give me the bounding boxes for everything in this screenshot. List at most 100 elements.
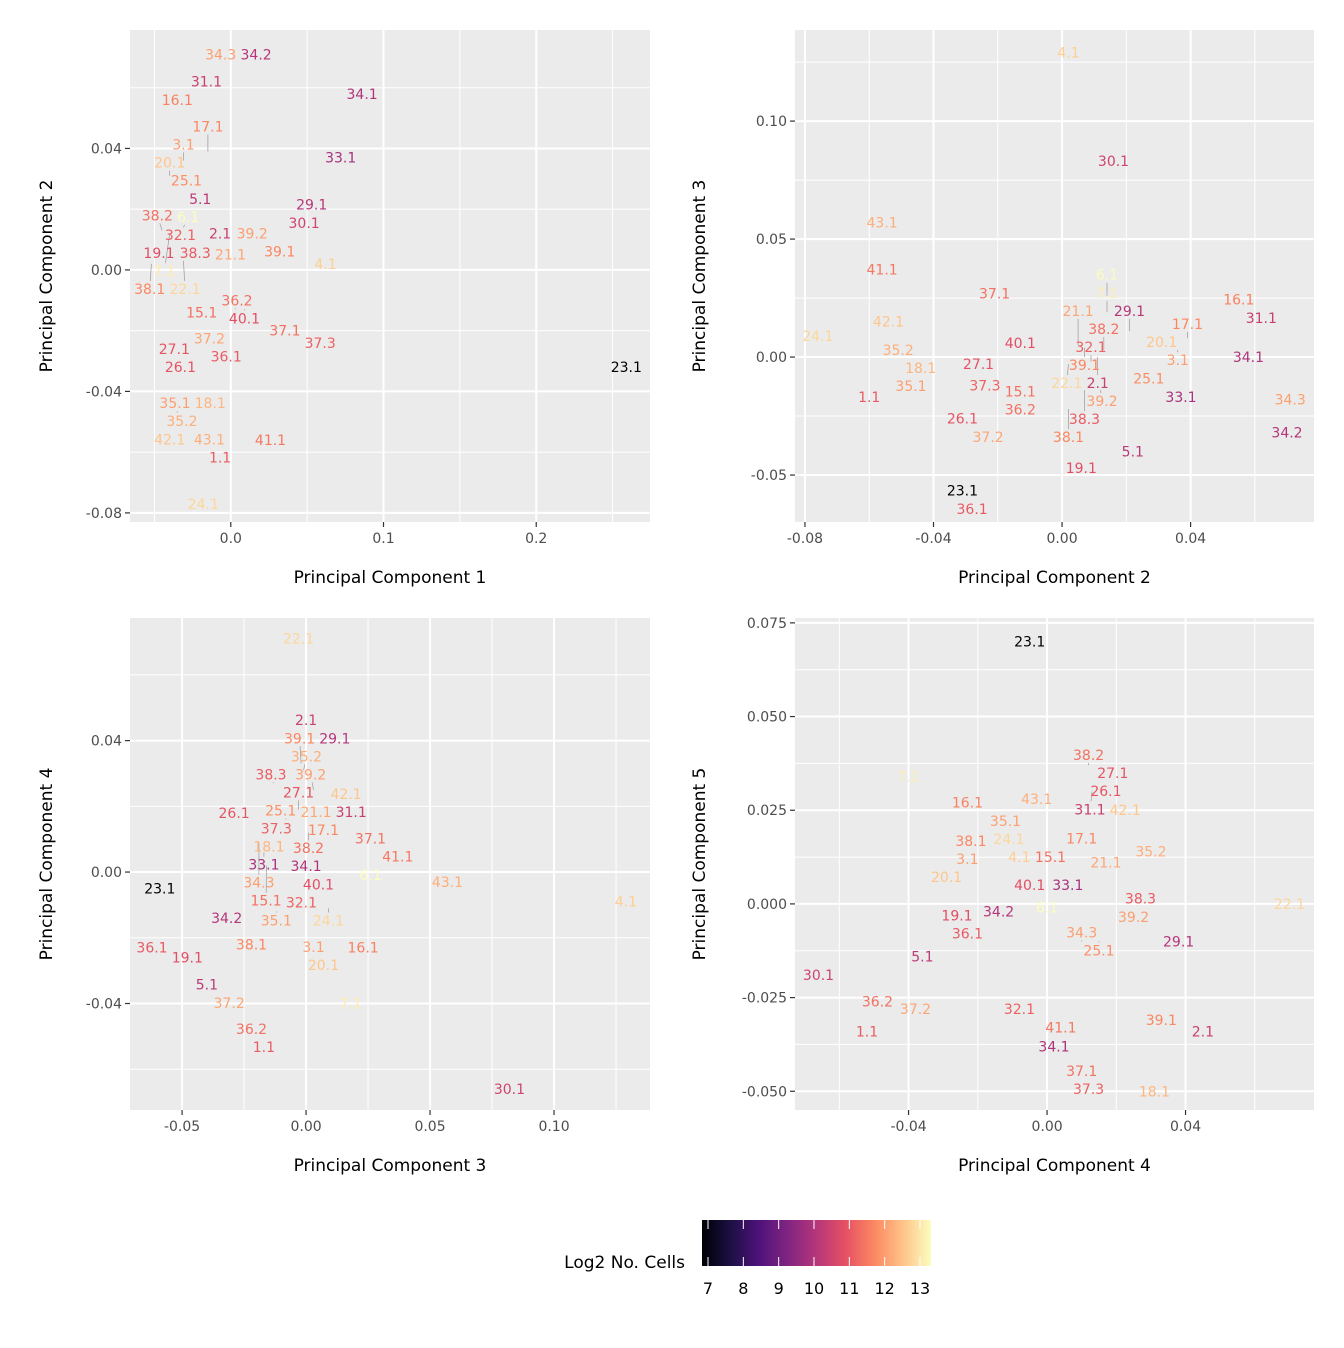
sample-label-30.1: 30.1 [803,968,834,984]
sample-label-19.1: 19.1 [143,246,174,262]
sample-label-6.1: 6.1 [359,868,381,884]
sample-label-3.1: 3.1 [956,852,978,868]
sample-label-31.1: 31.1 [1246,311,1277,327]
sample-label-17.1: 17.1 [308,823,339,839]
y-tick-label: -0.050 [742,1084,787,1100]
sample-label-39.1: 39.1 [1069,358,1100,374]
sample-label-1.1: 1.1 [209,451,231,467]
y-tick-label: 0.04 [91,141,122,157]
sample-label-43.1: 43.1 [1021,792,1052,808]
y-axis-title: Principal Component 3 [690,180,710,373]
sample-label-33.1: 33.1 [325,151,356,167]
sample-label-37.3: 37.3 [1073,1082,1104,1098]
sample-label-24.1: 24.1 [188,497,219,513]
sample-label-43.1: 43.1 [867,216,898,232]
sample-label-20.1: 20.1 [1146,335,1177,351]
legend-colorbar [702,1220,931,1266]
x-tick-label: -0.04 [915,531,951,547]
y-axis-title: Principal Component 5 [690,768,710,961]
sample-label-33.1: 33.1 [1165,390,1196,406]
sample-label-38.1: 38.1 [236,937,267,953]
sample-label-36.2: 36.2 [221,293,252,309]
sample-label-37.1: 37.1 [269,324,300,340]
sample-label-37.2: 37.2 [194,331,225,347]
sample-label-24.1: 24.1 [313,914,344,930]
sample-label-31.1: 31.1 [191,75,222,91]
sample-label-20.1: 20.1 [308,958,339,974]
x-axis-title: Principal Component 1 [294,568,487,588]
sample-label-42.1: 42.1 [1110,803,1141,819]
sample-label-42.1: 42.1 [873,315,904,331]
y-tick-label: -0.04 [86,384,122,400]
sample-label-17.1: 17.1 [192,120,223,136]
sample-label-43.1: 43.1 [432,875,463,891]
sample-label-16.1: 16.1 [1223,293,1254,309]
sample-label-19.1: 19.1 [1066,461,1097,477]
sample-label-32.1: 32.1 [1004,1002,1035,1018]
sample-label-23.1: 23.1 [144,882,175,898]
sample-label-7.1: 7.1 [1096,286,1118,302]
sample-label-23.1: 23.1 [1014,635,1045,651]
x-tick-label: 0.00 [290,1119,321,1135]
sample-label-7.1: 7.1 [897,770,919,786]
y-tick-label: 0.025 [747,803,787,819]
sample-label-21.1: 21.1 [1090,856,1121,872]
sample-label-41.1: 41.1 [867,263,898,279]
sample-label-23.1: 23.1 [611,360,642,376]
sample-label-4.1: 4.1 [615,895,637,911]
sample-label-34.3: 34.3 [1275,393,1306,409]
x-axis-title: Principal Component 3 [294,1156,487,1176]
sample-label-36.2: 36.2 [862,994,893,1010]
y-tick-label: 0.05 [756,232,787,248]
sample-label-27.1: 27.1 [963,357,994,373]
sample-label-18.1: 18.1 [195,396,226,412]
sample-label-33.1: 33.1 [248,858,279,874]
sample-label-15.1: 15.1 [1035,850,1066,866]
sample-label-15.1: 15.1 [251,894,282,910]
sample-label-38.3: 38.3 [255,767,286,783]
y-tick-label: 0.050 [747,710,787,726]
sample-label-36.1: 36.1 [952,927,983,943]
y-tick-label: -0.025 [742,991,787,1007]
y-tick-label: 0.00 [91,263,122,279]
sample-label-38.3: 38.3 [1069,412,1100,428]
sample-label-22.1: 22.1 [283,632,314,648]
sample-label-22.1: 22.1 [170,282,201,298]
sample-label-36.2: 36.2 [236,1022,267,1038]
x-tick-label: 0.10 [538,1119,569,1135]
sample-label-34.2: 34.2 [983,904,1014,920]
legend-title: Log2 No. Cells [564,1253,685,1273]
sample-label-27.1: 27.1 [159,342,190,358]
sample-label-36.1: 36.1 [136,941,167,957]
sample-label-3.1: 3.1 [172,138,194,154]
y-axis-title: Principal Component 2 [37,180,57,373]
sample-label-17.1: 17.1 [1172,317,1203,333]
y-tick-label: 0.075 [747,616,787,632]
legend-tick-label: 12 [874,1279,894,1298]
sample-label-38.1: 38.1 [955,834,986,850]
x-tick-label: 0.00 [1031,1119,1062,1135]
y-axis-title: Principal Component 4 [37,768,57,961]
sample-label-29.1: 29.1 [296,198,327,214]
y-tick-label: 0.00 [91,865,122,881]
sample-label-34.1: 34.1 [291,859,322,875]
sample-label-35.2: 35.2 [1135,844,1166,860]
sample-label-19.1: 19.1 [172,951,203,967]
sample-label-34.1: 34.1 [1038,1039,1069,1055]
sample-label-40.1: 40.1 [229,312,260,328]
sample-label-38.3: 38.3 [1125,892,1156,908]
sample-label-29.1: 29.1 [319,731,350,747]
sample-label-1.1: 1.1 [856,1024,878,1040]
sample-label-25.1: 25.1 [265,804,296,820]
sample-label-31.1: 31.1 [336,805,367,821]
sample-label-32.1: 32.1 [1075,340,1106,356]
sample-label-21.1: 21.1 [215,248,246,264]
sample-label-20.1: 20.1 [931,870,962,886]
sample-label-37.1: 37.1 [979,286,1010,302]
legend-tick-label: 13 [910,1279,930,1298]
sample-label-38.1: 38.1 [134,282,165,298]
x-tick-label: -0.04 [890,1119,926,1135]
